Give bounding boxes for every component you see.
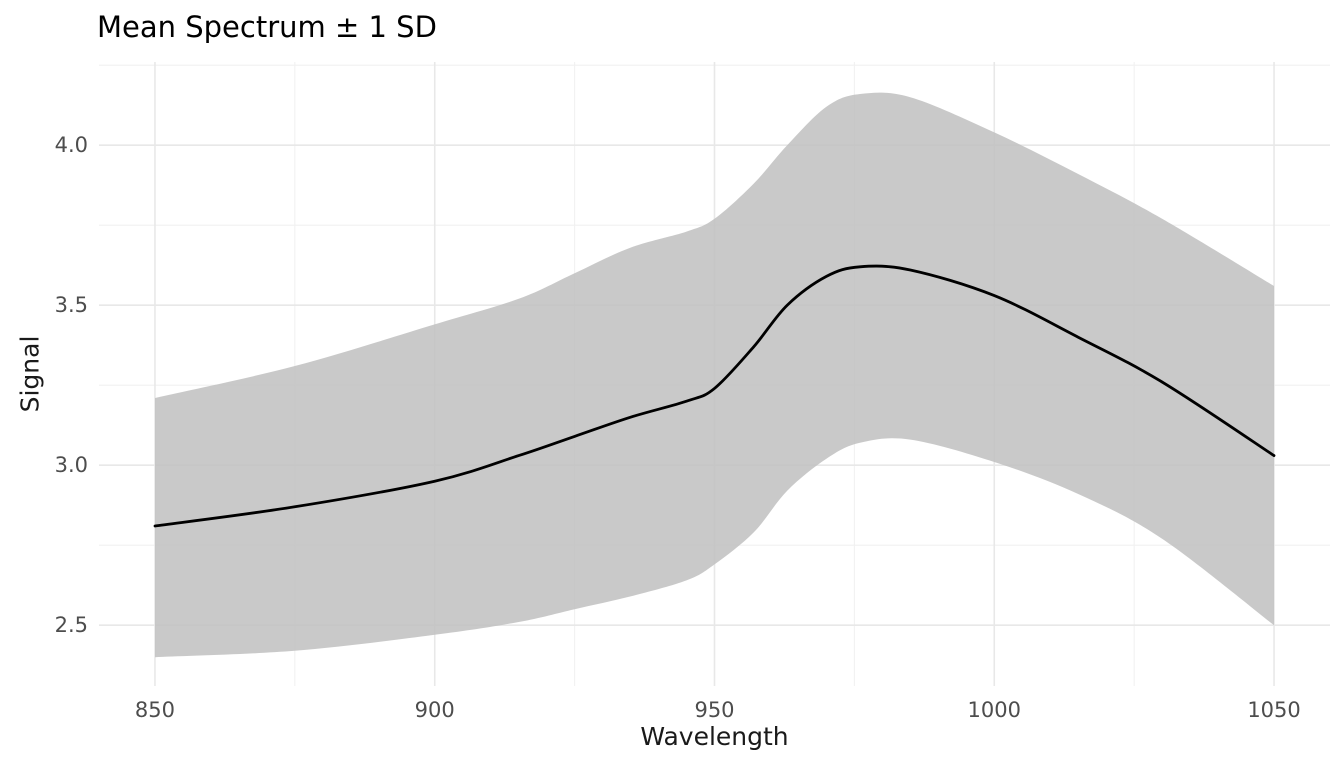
x-tick-label: 1050 [1247,698,1300,722]
x-tick-label: 900 [415,698,455,722]
y-tick-label: 2.5 [55,613,88,637]
x-tick-label: 950 [694,698,734,722]
x-tick-label: 1000 [968,698,1021,722]
sd-ribbon [155,92,1274,658]
y-tick-label: 3.0 [55,453,88,477]
x-axis-title: Wavelength [640,722,789,751]
chart-title: Mean Spectrum ± 1 SD [97,10,437,44]
y-tick-labels: 2.5 3.0 3.5 4.0 [55,133,88,637]
y-tick-label: 3.5 [55,293,88,317]
x-tick-label: 850 [135,698,175,722]
mean-line [153,264,1276,528]
x-tick-labels: 850 900 950 1000 1050 [135,698,1301,722]
y-tick-label: 4.0 [55,133,88,157]
